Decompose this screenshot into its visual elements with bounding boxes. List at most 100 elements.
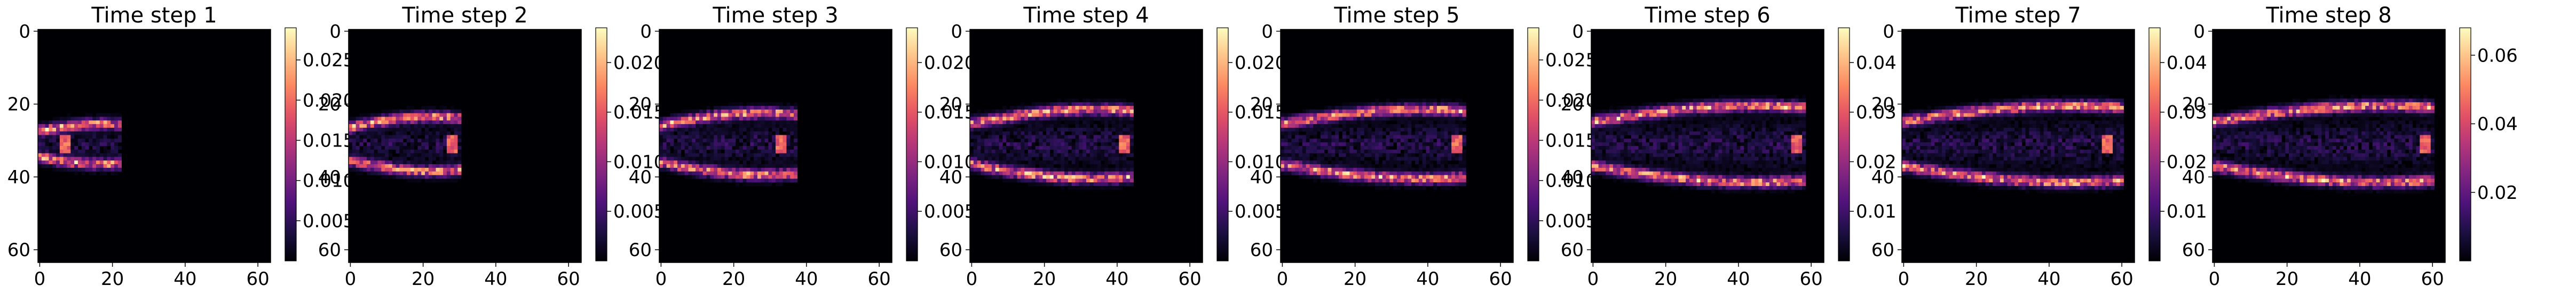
x-tick-label: 0 xyxy=(1277,268,1289,290)
panel-title: Time step 2 xyxy=(401,3,527,28)
colorbar-tick-label: 0.03 xyxy=(1856,102,1897,124)
colorbar xyxy=(285,27,297,261)
x-tick-label: 0 xyxy=(2209,268,2221,290)
colorbar xyxy=(906,27,918,261)
colorbar-tick-label: 0.020 xyxy=(1235,52,1286,74)
colorbar-tick-label: 0.010 xyxy=(1235,151,1286,173)
colorbar xyxy=(2459,27,2471,261)
y-tick-label: 20 xyxy=(318,94,341,115)
y-tick-label: 0 xyxy=(1572,21,1584,42)
y-tick-label: 60 xyxy=(318,240,341,261)
y-tick-label: 40 xyxy=(1561,167,1584,188)
colorbar-tick-label: 0.010 xyxy=(303,171,354,192)
colorbar-tick-label: 0.005 xyxy=(613,201,665,222)
y-tick-label: 20 xyxy=(629,94,652,115)
y-tick-label: 40 xyxy=(7,167,30,188)
colorbar-tick-label: 0.020 xyxy=(1545,90,1597,111)
x-tick-label: 20 xyxy=(1654,268,1677,290)
colorbar-tick-label: 0.025 xyxy=(1545,50,1597,71)
x-tick-label: 20 xyxy=(722,268,745,290)
y-tick-label: 0 xyxy=(640,21,652,42)
y-tick-label: 20 xyxy=(2182,94,2205,115)
y-tick-label: 60 xyxy=(7,240,30,261)
colorbar-tick-label: 0.04 xyxy=(2167,52,2207,74)
panel-title: Time step 5 xyxy=(1333,3,1459,28)
x-tick-label: 60 xyxy=(247,268,270,290)
axes-frame xyxy=(659,29,892,263)
colorbar-tick-label: 0.020 xyxy=(303,90,354,111)
heatmap xyxy=(1281,29,1513,263)
panel-title: Time step 3 xyxy=(712,3,838,28)
panel-title: Time step 7 xyxy=(1955,3,2081,28)
x-tick-label: 40 xyxy=(795,268,818,290)
x-tick-label: 20 xyxy=(1965,268,1988,290)
y-tick-label: 0 xyxy=(329,21,341,42)
y-tick-label: 60 xyxy=(2182,240,2205,261)
axes-frame xyxy=(1280,29,1514,263)
colorbar-tick-label: 0.005 xyxy=(303,211,354,232)
x-tick-label: 0 xyxy=(1587,268,1599,290)
y-tick-label: 60 xyxy=(1871,240,1894,261)
panel-title: Time step 8 xyxy=(2265,3,2391,28)
y-tick-label: 60 xyxy=(1250,240,1273,261)
heatmap xyxy=(1902,29,2135,263)
colorbar xyxy=(1216,27,1229,261)
colorbar-tick-label: 0.005 xyxy=(1235,201,1286,222)
y-tick-label: 40 xyxy=(2182,167,2205,188)
x-tick-label: 20 xyxy=(2275,268,2298,290)
y-tick-label: 20 xyxy=(939,94,962,115)
colorbar-tick-label: 0.02 xyxy=(2167,151,2207,173)
x-tick-label: 0 xyxy=(1898,268,1910,290)
axes-frame xyxy=(2212,29,2446,263)
y-tick-label: 40 xyxy=(1871,167,1894,188)
colorbar-tick-label: 0.015 xyxy=(1545,130,1597,151)
panel-title: Time step 1 xyxy=(91,3,217,28)
y-tick-label: 40 xyxy=(629,167,652,188)
y-tick-label: 0 xyxy=(2193,21,2205,42)
colorbar-tick-label: 0.01 xyxy=(1856,201,1897,222)
colorbar-tick-label: 0.020 xyxy=(613,52,665,74)
axes-frame xyxy=(37,29,271,263)
y-tick-label: 0 xyxy=(951,21,962,42)
y-tick-label: 20 xyxy=(1871,94,1894,115)
colorbar-tick-label: 0.015 xyxy=(303,130,354,151)
heatmap xyxy=(349,29,581,263)
x-tick-label: 40 xyxy=(1416,268,1439,290)
colorbar-tick-label: 0.04 xyxy=(2477,114,2518,135)
x-tick-label: 0 xyxy=(655,268,667,290)
panel-6: Time step 60 20 40 6002040600.010.020.030.0… xyxy=(1561,3,1897,290)
panel-5: Time step 50 20 40 6002040600.0050.0100.015… xyxy=(1250,3,1598,290)
colorbar xyxy=(595,27,607,261)
heatmap xyxy=(38,29,271,263)
colorbar-tick-label: 0.015 xyxy=(1235,102,1286,124)
axes-frame xyxy=(348,29,582,263)
y-tick-label: 60 xyxy=(1561,240,1584,261)
x-tick-label: 20 xyxy=(101,268,124,290)
panel-3: Time step 30 20 40 6002040600.0050.0100.015… xyxy=(629,3,976,290)
x-tick-label: 60 xyxy=(2421,268,2444,290)
y-tick-label: 20 xyxy=(1250,94,1273,115)
colorbar-tick-label: 0.01 xyxy=(2167,201,2207,222)
panel-title: Time step 6 xyxy=(1644,3,1770,28)
x-tick-label: 60 xyxy=(1800,268,1823,290)
y-tick-label: 60 xyxy=(629,240,652,261)
x-tick-label: 20 xyxy=(1033,268,1056,290)
x-tick-label: 40 xyxy=(173,268,196,290)
y-tick-label: 20 xyxy=(1561,94,1584,115)
panel-4: Time step 40 20 40 6002040600.0050.0100.015… xyxy=(939,3,1287,290)
colorbar-tick-label: 0.010 xyxy=(924,151,976,173)
y-tick-label: 0 xyxy=(19,21,30,42)
x-tick-label: 0 xyxy=(34,268,46,290)
heatmap xyxy=(1591,29,1824,263)
colorbar-tick-label: 0.015 xyxy=(613,102,665,124)
panel-2: Time step 20 20 40 6002040600.0050.0100.015… xyxy=(318,3,666,290)
y-tick-label: 40 xyxy=(939,167,962,188)
y-tick-label: 20 xyxy=(7,94,30,115)
colorbar-tick-label: 0.010 xyxy=(613,151,665,173)
panel-title: Time step 4 xyxy=(1023,3,1149,28)
colorbar-tick-label: 0.04 xyxy=(1856,52,1897,74)
colorbar-tick-label: 0.020 xyxy=(924,52,976,74)
x-tick-label: 20 xyxy=(1344,268,1366,290)
